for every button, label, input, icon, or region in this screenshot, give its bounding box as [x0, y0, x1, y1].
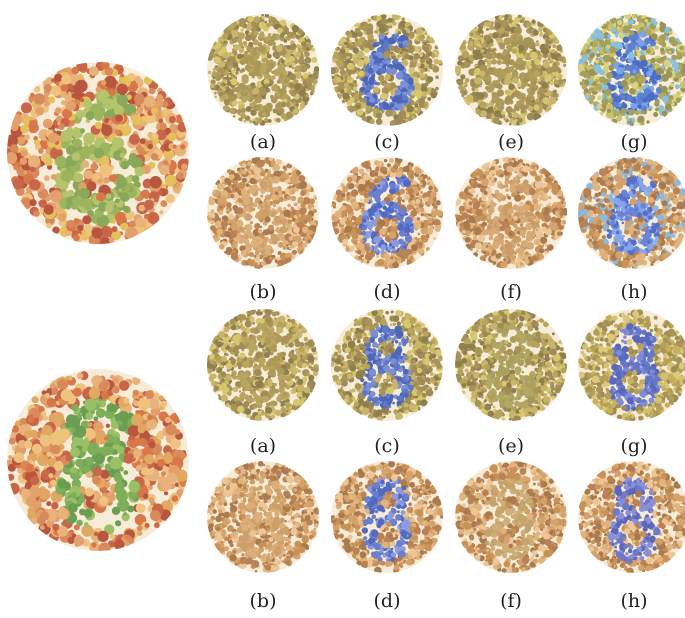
plate-e-6: [455, 14, 567, 126]
caption-c-6: (c): [374, 131, 400, 153]
plate-g-8: [578, 309, 685, 421]
dot-pattern: [207, 14, 319, 126]
dot-pattern: [331, 157, 443, 269]
dot-pattern: [455, 157, 567, 269]
plate-h-8: [578, 461, 685, 573]
dot-pattern: [207, 461, 319, 573]
dot-pattern: [7, 369, 189, 551]
caption-a-6: (a): [249, 131, 277, 153]
dot-pattern: [207, 157, 319, 269]
caption-e-8: (e): [497, 435, 525, 457]
dot-pattern: [455, 14, 567, 126]
caption-h-6: (h): [620, 281, 648, 303]
caption-g-8: (g): [620, 435, 648, 457]
caption-d-8: (d): [373, 590, 401, 612]
plate-e-8: [455, 309, 567, 421]
caption-b-8: (b): [249, 590, 277, 612]
dot-pattern: [578, 157, 685, 269]
dot-pattern: [331, 461, 443, 573]
plate-d-8: [331, 461, 443, 573]
caption-f-8: (f): [500, 590, 522, 612]
dot-pattern: [455, 461, 567, 573]
plate-d-6: [331, 157, 443, 269]
plate-a-8: [207, 309, 319, 421]
caption-b-6: (b): [249, 281, 277, 303]
reference-plate-6: [7, 62, 189, 244]
caption-h-8: (h): [620, 590, 648, 612]
dot-pattern: [578, 14, 685, 126]
caption-e-6: (e): [497, 131, 525, 153]
dot-pattern: [578, 461, 685, 573]
caption-d-6: (d): [373, 281, 401, 303]
plate-c-6: [331, 14, 443, 126]
plate-c-8: [331, 309, 443, 421]
caption-c-8: (c): [374, 435, 400, 457]
caption-a-8: (a): [249, 435, 277, 457]
caption-f-6: (f): [500, 281, 522, 303]
reference-plate-8: [7, 369, 189, 551]
plate-a-6: [207, 14, 319, 126]
plate-g-6: [578, 14, 685, 126]
caption-g-6: (g): [620, 131, 648, 153]
plate-f-6: [455, 157, 567, 269]
plate-h-6: [578, 157, 685, 269]
dot-pattern: [207, 309, 319, 421]
plate-b-6: [207, 157, 319, 269]
dot-pattern: [7, 62, 189, 244]
dot-pattern: [455, 309, 567, 421]
dot-pattern: [578, 309, 685, 421]
dot-pattern: [331, 309, 443, 421]
plate-b-8: [207, 461, 319, 573]
dot-pattern: [331, 14, 443, 126]
plate-f-8: [455, 461, 567, 573]
